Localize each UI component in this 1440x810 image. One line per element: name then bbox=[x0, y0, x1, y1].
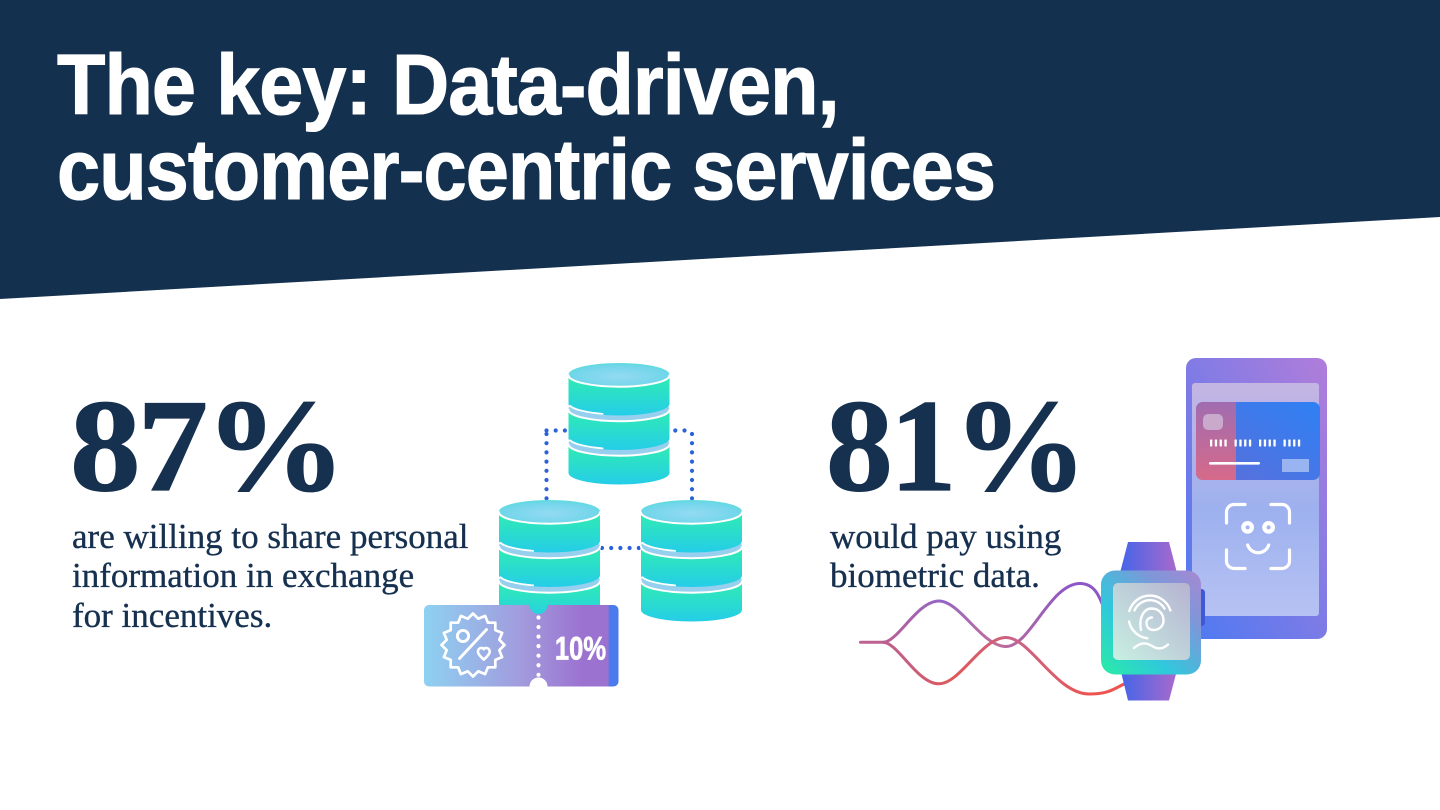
svg-text:10%: 10% bbox=[555, 632, 606, 667]
